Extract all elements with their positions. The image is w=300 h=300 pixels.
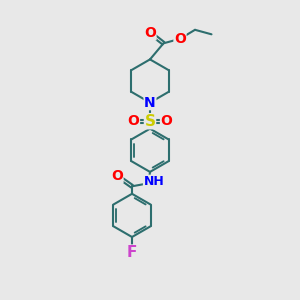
Text: O: O [144, 26, 156, 40]
Text: O: O [160, 114, 172, 128]
Text: F: F [127, 245, 137, 260]
Text: O: O [111, 169, 123, 183]
Text: S: S [145, 114, 155, 129]
Text: O: O [174, 32, 186, 46]
Text: NH: NH [143, 175, 164, 188]
Text: O: O [128, 114, 140, 128]
Text: N: N [144, 96, 156, 110]
